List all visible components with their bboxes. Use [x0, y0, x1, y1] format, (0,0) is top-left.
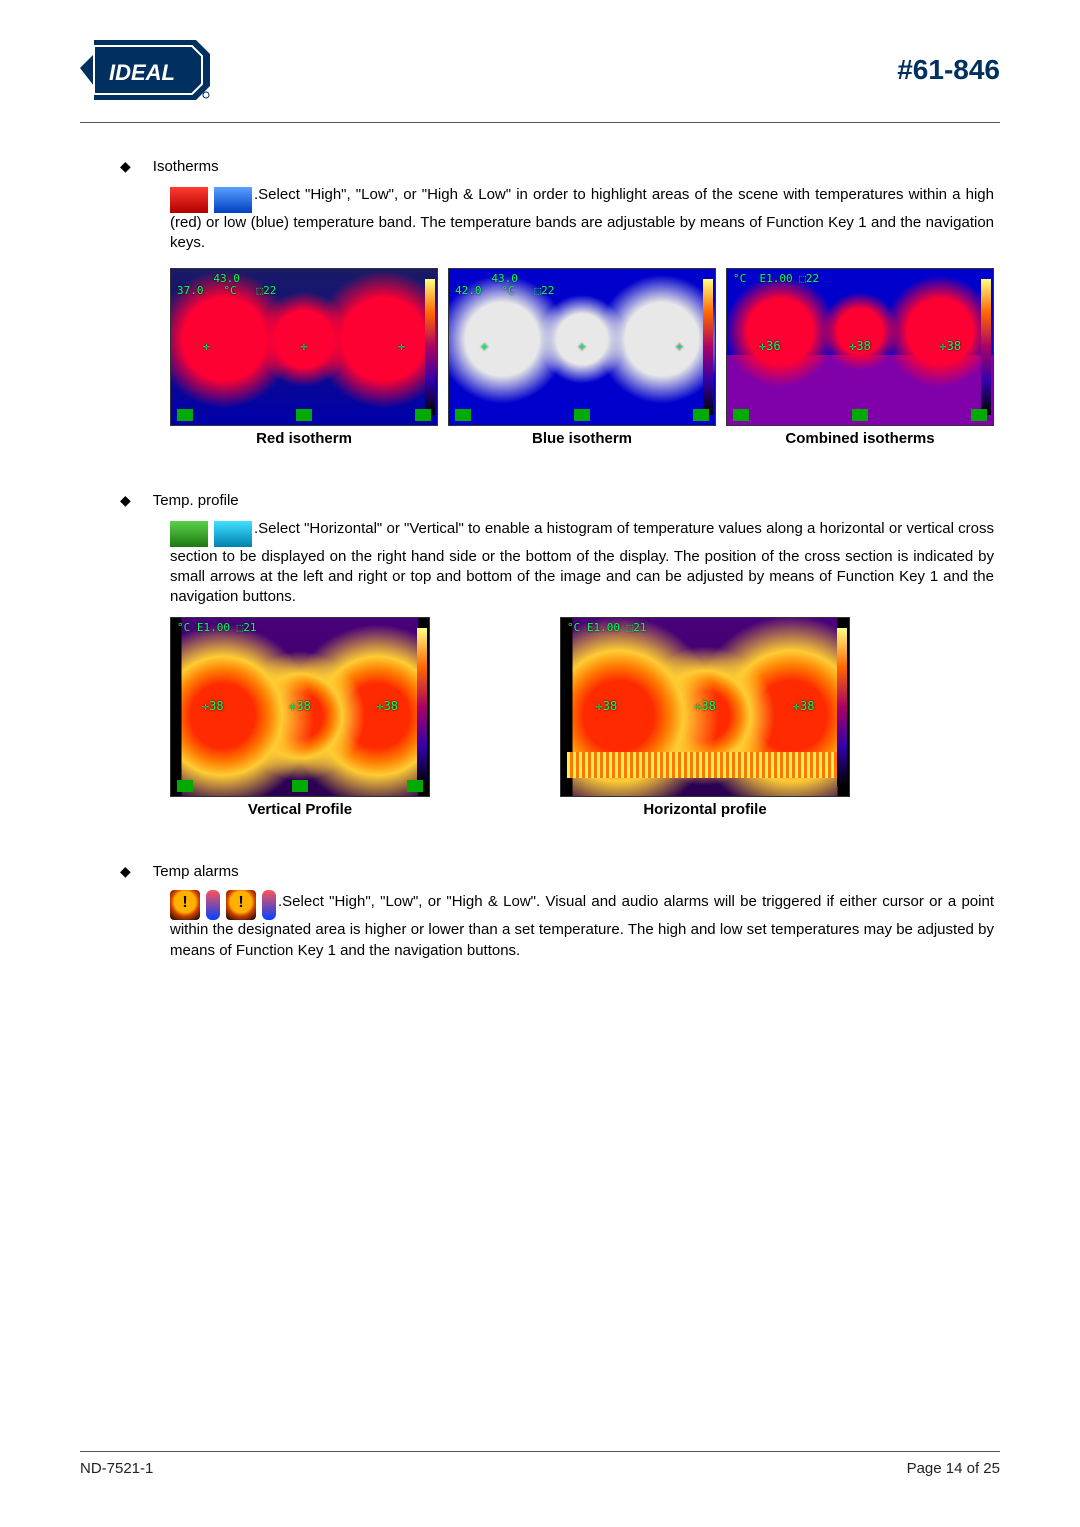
isotherm-thumbnails: 43.037.0 °C ⬚22 ✛✛✛ Red isotherm 43.042.… — [170, 268, 994, 447]
thermometer-icon — [262, 890, 276, 920]
page-header: IDEAL #61-846 — [80, 40, 1000, 123]
page-footer: ND-7521-1 Page 14 of 25 — [80, 1451, 1000, 1477]
caption: Vertical Profile — [170, 801, 430, 818]
alarm-icons — [170, 890, 276, 920]
footer-page-number: Page 14 of 25 — [907, 1460, 1000, 1477]
thumb-red-isotherm: 43.037.0 °C ⬚22 ✛✛✛ Red isotherm — [170, 268, 438, 447]
caption: Horizontal profile — [560, 801, 850, 818]
vertical-swatch-icon — [170, 521, 208, 547]
temp-alarms-body: .Select "High", "Low", or "High & Low". … — [170, 890, 994, 961]
temp-profile-body: .Select "Horizontal" or "Vertical" to en… — [170, 519, 994, 819]
isotherm-swatch-icons — [170, 187, 252, 213]
profile-swatch-icons — [170, 521, 252, 547]
temp-alarms-text: .Select "High", "Low", or "High & Low". … — [170, 893, 994, 958]
temp-profile-text: .Select "Horizontal" or "Vertical" to en… — [170, 520, 994, 606]
isotherms-body: .Select "High", "Low", or "High & Low" i… — [170, 185, 994, 447]
temp-alarms-title: Temp alarms — [153, 863, 239, 880]
temp-profile-paragraph: .Select "Horizontal" or "Vertical" to en… — [170, 519, 994, 608]
thermal-image: 43.042.0 °C ⬚22 ✛✛✛ — [448, 268, 716, 426]
thumb-vertical-profile: °C E1.00 ⬚21 ✛38✛38✛38 Vertical Profile — [170, 617, 430, 818]
page-content: ◆ Isotherms .Select "High", "Low", or "H… — [80, 123, 1000, 961]
alarm-high-icon — [170, 890, 200, 920]
bullet-icon: ◆ — [120, 489, 131, 511]
temp-profile-heading: ◆ Temp. profile — [120, 489, 1000, 511]
alarm-low-icon — [226, 890, 256, 920]
low-swatch-icon — [214, 187, 252, 213]
thermal-image: °C E1.00 ⬚21 ✛38✛38✛38 — [560, 617, 850, 797]
horizontal-swatch-icon — [214, 521, 252, 547]
isotherms-text: .Select "High", "Low", or "High & Low" i… — [170, 186, 994, 251]
document-number: #61-846 — [897, 54, 1000, 86]
isotherms-paragraph: .Select "High", "Low", or "High & Low" i… — [170, 185, 994, 254]
isotherms-title: Isotherms — [153, 158, 219, 175]
thermal-image: 43.037.0 °C ⬚22 ✛✛✛ — [170, 268, 438, 426]
thumb-combined-isotherms: °C E1.00 ⬚22 ✛36✛38✛38 Combined isotherm… — [726, 268, 994, 447]
thermal-image: °C E1.00 ⬚21 ✛38✛38✛38 — [170, 617, 430, 797]
caption: Red isotherm — [170, 430, 438, 447]
thumb-blue-isotherm: 43.042.0 °C ⬚22 ✛✛✛ Blue isotherm — [448, 268, 716, 447]
temp-alarms-heading: ◆ Temp alarms — [120, 860, 1000, 882]
thumb-horizontal-profile: °C E1.00 ⬚21 ✛38✛38✛38 Horizontal profil… — [560, 617, 850, 818]
thermal-image: °C E1.00 ⬚22 ✛36✛38✛38 — [726, 268, 994, 426]
footer-doc-code: ND-7521-1 — [80, 1460, 153, 1477]
bullet-icon: ◆ — [120, 860, 131, 882]
temp-alarms-paragraph: .Select "High", "Low", or "High & Low". … — [170, 890, 994, 961]
caption: Blue isotherm — [448, 430, 716, 447]
brand-logo: IDEAL — [80, 40, 210, 100]
thermometer-icon — [206, 890, 220, 920]
temp-profile-title: Temp. profile — [153, 492, 239, 509]
logo-text: IDEAL — [109, 60, 175, 85]
high-swatch-icon — [170, 187, 208, 213]
caption: Combined isotherms — [726, 430, 994, 447]
bullet-icon: ◆ — [120, 155, 131, 177]
ideal-logo-icon: IDEAL — [80, 40, 210, 100]
profile-thumbnails: °C E1.00 ⬚21 ✛38✛38✛38 Vertical Profile … — [170, 617, 994, 818]
isotherms-heading: ◆ Isotherms — [120, 155, 1000, 177]
